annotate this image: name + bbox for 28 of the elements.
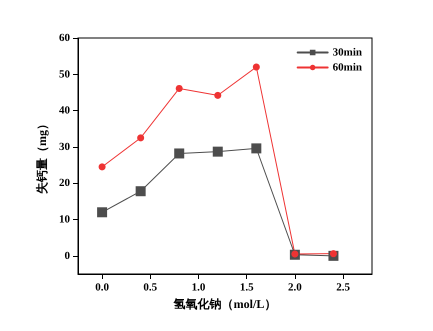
point [251, 143, 262, 154]
point [176, 84, 183, 92]
y-tick-label: 60 [59, 32, 70, 44]
point [214, 92, 222, 99]
x-axis-title: 氢氧化钠（mol/L） [172, 296, 276, 311]
x-tick-label: 1.0 [192, 282, 206, 294]
x-tick-label: 0.0 [95, 282, 110, 294]
point [136, 186, 146, 196]
y-axis-title: 失钙量（mg） [35, 118, 49, 194]
point [97, 207, 108, 218]
point [330, 250, 337, 258]
legend-label: 30min [332, 46, 362, 58]
x-tick-label: 0.5 [143, 282, 158, 294]
y-tick-label: 50 [59, 68, 70, 80]
x-tick-label: 2.5 [336, 282, 350, 294]
y-tick-label: 30 [59, 140, 70, 153]
point [137, 134, 144, 142]
x-tick-label: 2.0 [288, 282, 302, 294]
y-tick-label: 0 [64, 250, 70, 262]
point [252, 64, 260, 71]
point [98, 163, 106, 170]
x-tick-label: 1.5 [240, 282, 254, 294]
point [174, 148, 184, 158]
point [212, 146, 223, 157]
y-tick-label: 40 [59, 104, 70, 117]
y-tick-label: 10 [59, 214, 70, 226]
legend-label: 60min [332, 62, 362, 74]
y-tick-label: 20 [59, 177, 70, 190]
